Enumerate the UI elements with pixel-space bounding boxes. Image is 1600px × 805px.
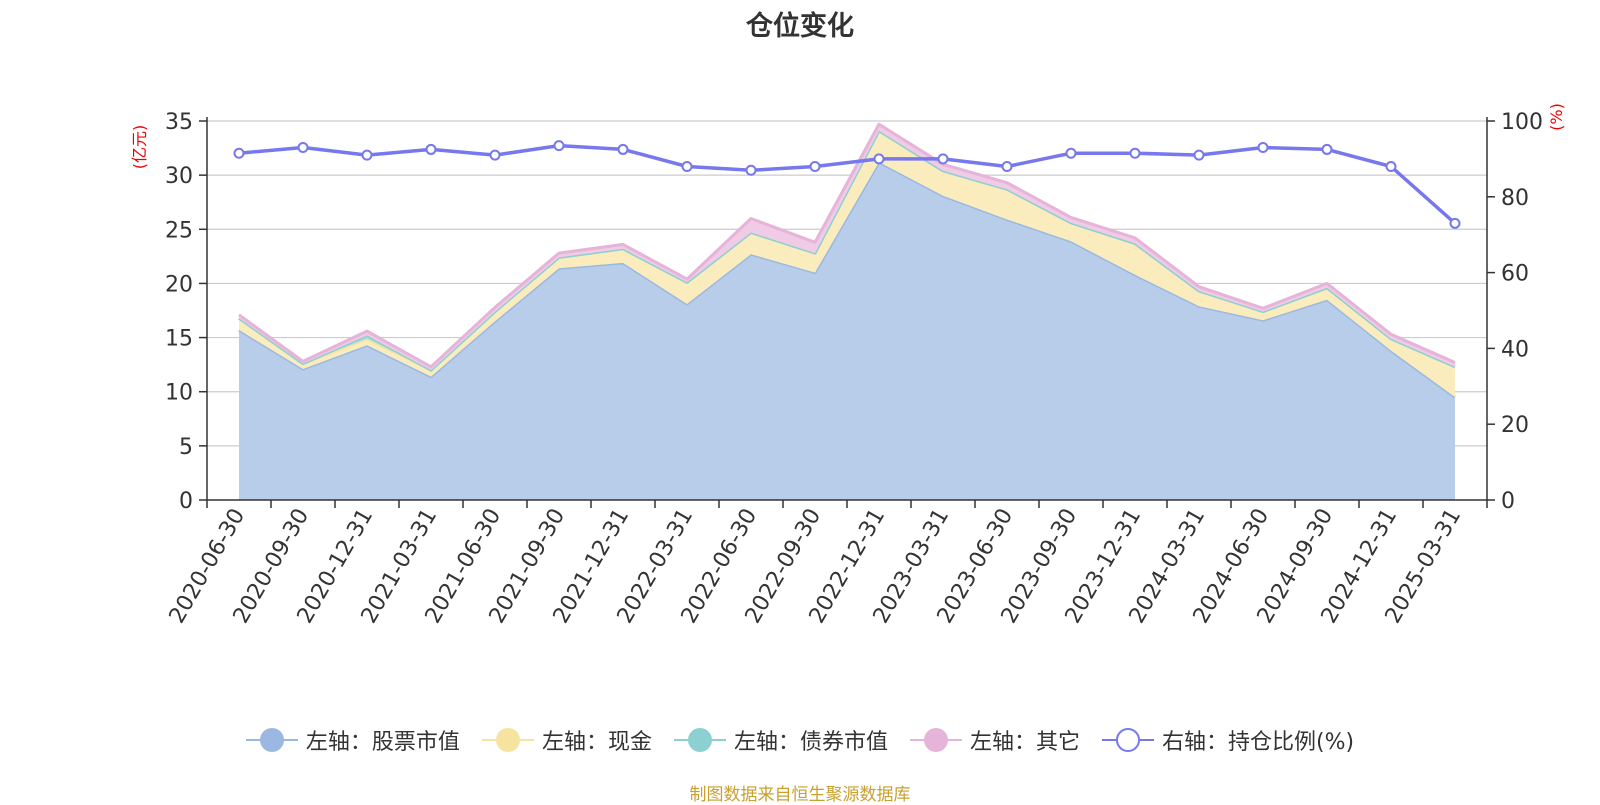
legend-item-5[interactable]: 右轴：持仓比例(%)	[1101, 724, 1355, 756]
legend-label: 左轴：其它	[969, 730, 1080, 755]
line-point	[1001, 160, 1013, 172]
left-tick-label: 35	[165, 110, 193, 135]
right-tick-label: 0	[1501, 489, 1515, 514]
right-tick-label: 20	[1501, 413, 1529, 438]
line-point	[1385, 160, 1397, 172]
legend-swatch-icon	[245, 727, 298, 753]
chart-title: 仓位变化	[746, 11, 854, 42]
left-axis-label: (亿元)	[130, 125, 149, 170]
line-point	[617, 143, 629, 155]
legend: 左轴：股票市值 左轴：现金 左轴：债券市值 左轴：其它 右轴：持仓比例(%)	[0, 723, 1600, 757]
legend-label: 右轴：持仓比例(%)	[1161, 730, 1355, 755]
right-tick-label: 80	[1501, 186, 1529, 211]
right-axis-label: (%)	[1547, 103, 1566, 131]
left-tick-label: 15	[165, 327, 193, 352]
left-tick-label: 30	[165, 164, 193, 189]
legend-swatch-icon	[673, 727, 726, 753]
line-point	[553, 140, 565, 152]
line-point	[809, 160, 821, 172]
line-point	[745, 164, 757, 176]
line-point	[489, 149, 501, 161]
line-point	[425, 143, 437, 155]
legend-swatch-icon	[1101, 727, 1154, 753]
line-point	[297, 142, 309, 154]
legend-item-1[interactable]: 左轴：股票市值	[245, 724, 460, 756]
legend-item-3[interactable]: 左轴：债券市值	[673, 724, 888, 756]
legend-swatch-icon	[909, 727, 962, 753]
legend-dot-icon	[1115, 728, 1140, 752]
right-tick-label: 60	[1501, 262, 1529, 287]
legend-dot-icon	[687, 728, 712, 752]
legend-dot-icon	[259, 728, 284, 752]
left-tick-label: 25	[165, 218, 193, 243]
line-series-holding-ratio	[238, 143, 1457, 225]
legend-dot-icon	[495, 728, 520, 752]
left-tick-label: 5	[179, 435, 193, 460]
right-tick-label: 100	[1501, 110, 1543, 135]
legend-swatch-icon	[481, 727, 534, 753]
line-point	[1257, 142, 1269, 154]
source-note: 制图数据来自恒生聚源数据库	[689, 785, 911, 805]
line-point	[1129, 147, 1141, 159]
line-point	[1193, 149, 1205, 161]
left-tick-label: 10	[165, 381, 193, 406]
area-series-1	[239, 162, 1455, 500]
line-point	[361, 149, 373, 161]
right-tick-label: 40	[1501, 337, 1529, 362]
line-point	[873, 153, 885, 165]
line-point	[681, 160, 693, 172]
legend-label: 左轴：债券市值	[733, 730, 888, 755]
legend-label: 左轴：现金	[541, 730, 652, 755]
legend-label: 左轴：股票市值	[305, 730, 460, 755]
left-tick-label: 20	[165, 272, 193, 297]
line-point	[1321, 143, 1333, 155]
area-line-series-4	[238, 122, 1456, 369]
line-point	[1449, 217, 1461, 229]
line-point	[937, 153, 949, 165]
chart-plot: 051015202530350204060801002020-06-302020…	[130, 103, 1566, 628]
legend-item-2[interactable]: 左轴：现金	[481, 724, 652, 756]
line-point	[233, 147, 245, 159]
legend-item-4[interactable]: 左轴：其它	[909, 724, 1080, 756]
left-tick-label: 0	[179, 489, 193, 514]
line-point	[1065, 147, 1077, 159]
legend-dot-icon	[923, 728, 948, 752]
